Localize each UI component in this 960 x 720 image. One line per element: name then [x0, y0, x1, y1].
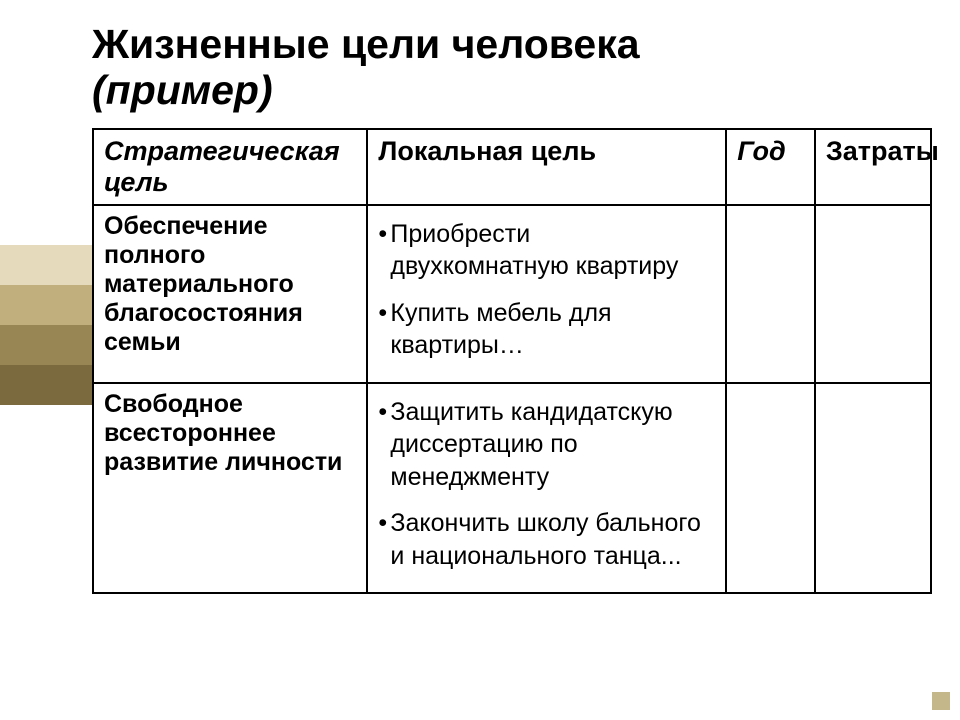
local-goals-list: Защитить кандидатскую диссертацию по мен… [378, 396, 715, 573]
cell-local: Защитить кандидатскую диссертацию по мен… [367, 383, 726, 594]
list-item: Защитить кандидатскую диссертацию по мен… [378, 396, 715, 494]
cell-local: Приобрести двухкомнатную квартиру Купить… [367, 205, 726, 383]
col-header-cost: Затраты [815, 129, 931, 205]
table-row: Свободное всестороннее развитие личности… [93, 383, 931, 594]
band-stripe [0, 365, 92, 405]
band-stripe [0, 245, 92, 285]
col-header-strategic: Стратегическая цель [93, 129, 367, 205]
cell-cost [815, 383, 931, 594]
band-stripe [0, 285, 92, 325]
col-header-year: Год [726, 129, 815, 205]
table-row: Обеспечение полного материального благос… [93, 205, 931, 383]
corner-decoration-icon [932, 692, 950, 710]
cell-year [726, 383, 815, 594]
table-header-row: Стратегическая цель Локальная цель Год З… [93, 129, 931, 205]
title-line-2: (пример) [92, 67, 273, 113]
cell-cost [815, 205, 931, 383]
slide-content: Жизненные цели человека (пример) Стратег… [92, 22, 932, 594]
list-item: Закончить школу бального и национального… [378, 507, 715, 572]
col-header-local: Локальная цель [367, 129, 726, 205]
band-stripe [0, 325, 92, 365]
list-item: Купить мебель для квартиры… [378, 297, 715, 362]
cell-year [726, 205, 815, 383]
title-line-1: Жизненные цели человека [92, 21, 640, 67]
cell-strategic: Обеспечение полного материального благос… [93, 205, 367, 383]
table-body: Обеспечение полного материального благос… [93, 205, 931, 594]
slide-title: Жизненные цели человека (пример) [92, 22, 932, 114]
decorative-band [0, 245, 92, 405]
list-item: Приобрести двухкомнатную квартиру [378, 218, 715, 283]
goals-table: Стратегическая цель Локальная цель Год З… [92, 128, 932, 595]
cell-strategic: Свободное всестороннее развитие личности [93, 383, 367, 594]
local-goals-list: Приобрести двухкомнатную квартиру Купить… [378, 218, 715, 362]
